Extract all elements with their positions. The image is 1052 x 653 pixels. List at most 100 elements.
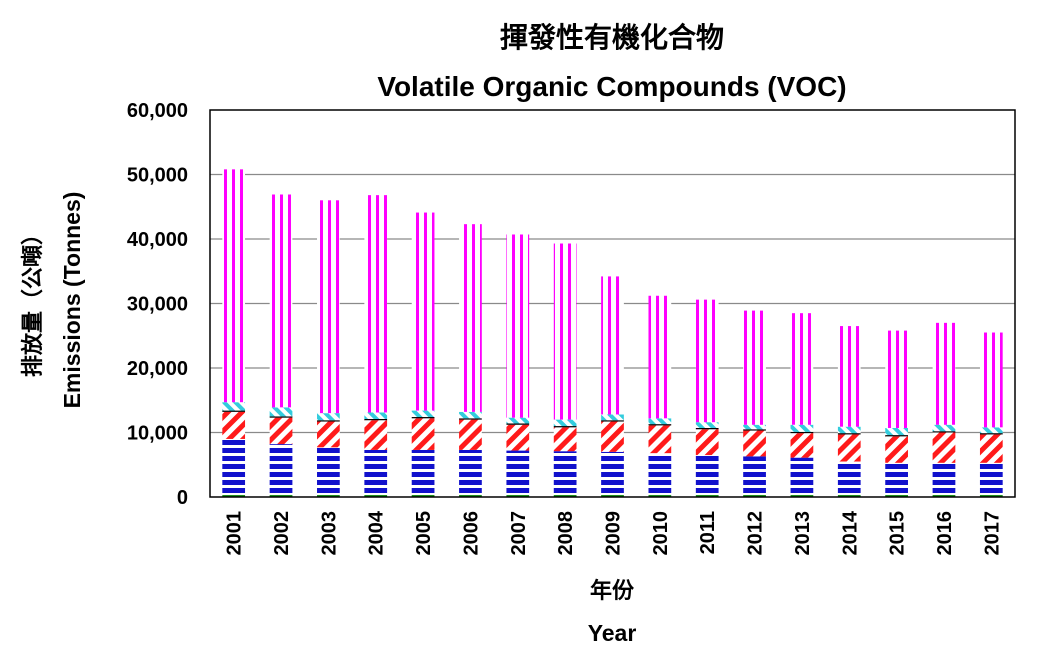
x-tick-label: 2010 bbox=[650, 511, 672, 556]
bar-segment bbox=[885, 435, 908, 437]
bar-segment bbox=[648, 295, 672, 419]
bar-segment bbox=[222, 438, 246, 496]
bar-segment bbox=[885, 436, 908, 463]
bar-segment bbox=[743, 429, 766, 431]
bar-segment bbox=[601, 451, 624, 496]
bar-segment bbox=[743, 430, 766, 457]
bars bbox=[222, 169, 1003, 497]
x-tick-label: 2017 bbox=[981, 511, 1003, 556]
bar-segment bbox=[506, 424, 530, 451]
bar-segment bbox=[364, 195, 388, 413]
bar-segment bbox=[648, 495, 672, 497]
bar-segment bbox=[553, 243, 577, 420]
bar-segment bbox=[317, 495, 340, 497]
bar-segment bbox=[459, 419, 482, 450]
x-tick-label: 2003 bbox=[318, 511, 340, 556]
bar-segment bbox=[269, 416, 293, 418]
bar-segment bbox=[269, 407, 293, 417]
bar-segment bbox=[885, 330, 908, 428]
y-tick-label: 10,000 bbox=[127, 423, 188, 445]
x-tick-label: 2008 bbox=[555, 511, 577, 556]
bar-segment bbox=[222, 402, 246, 411]
bar-segment bbox=[317, 447, 340, 496]
bar-segment bbox=[222, 411, 246, 439]
bar-segment bbox=[979, 462, 1003, 496]
bar-segment bbox=[601, 421, 624, 452]
bar-segment bbox=[459, 224, 482, 412]
bar-segment bbox=[648, 425, 672, 454]
bar-segment bbox=[790, 433, 814, 458]
bar-segment bbox=[459, 495, 482, 497]
bar-segment bbox=[790, 313, 814, 425]
bar-segment bbox=[601, 420, 624, 422]
bar-segment bbox=[790, 431, 814, 434]
plot-area bbox=[209, 109, 1016, 498]
bar-segment bbox=[695, 427, 719, 430]
bar-segment bbox=[459, 418, 482, 420]
bar-segment bbox=[837, 461, 861, 496]
bar-segment bbox=[364, 420, 388, 450]
bar-segment bbox=[932, 495, 956, 497]
bar-segment bbox=[317, 413, 340, 421]
bar-segment bbox=[932, 432, 956, 463]
bar-segment bbox=[932, 424, 956, 432]
bar-segment bbox=[648, 424, 672, 426]
bar-segment bbox=[695, 455, 719, 496]
bar-segment bbox=[837, 433, 861, 435]
bar-segment bbox=[932, 431, 956, 433]
x-axis-ticks: 2001 2002 2003 2004 2005 2006 2007 2008 2009 2010… bbox=[224, 510, 1004, 555]
bar-segment bbox=[506, 234, 530, 418]
bar-segment bbox=[506, 495, 530, 497]
bar-segment bbox=[932, 462, 956, 496]
bar-segment bbox=[506, 450, 530, 496]
bar-segment bbox=[553, 495, 577, 497]
bar-segment bbox=[601, 495, 624, 497]
bar-segment bbox=[885, 462, 908, 496]
y-tick-label: 40,000 bbox=[127, 229, 188, 251]
bar-segment bbox=[364, 418, 388, 421]
bar-segment bbox=[837, 326, 861, 427]
bar-segment bbox=[411, 410, 435, 418]
x-tick-label: 2014 bbox=[839, 510, 861, 555]
chart-subtitle: Volatile Organic Compounds (VOC) bbox=[377, 71, 846, 102]
bar-segment bbox=[317, 420, 340, 422]
bar-segment bbox=[979, 427, 1003, 434]
bar-segment bbox=[695, 299, 719, 423]
bar-segment bbox=[411, 418, 435, 450]
bar-segment bbox=[506, 417, 530, 424]
bar-segment bbox=[648, 453, 672, 496]
bar-segment bbox=[317, 421, 340, 448]
bar-segment bbox=[837, 495, 861, 497]
bar-segment bbox=[979, 495, 1003, 497]
bar-segment bbox=[269, 194, 293, 408]
x-tick-label: 2005 bbox=[413, 511, 435, 556]
bar-segment bbox=[601, 276, 624, 415]
bar-segment bbox=[553, 451, 577, 496]
bar-segment bbox=[743, 495, 766, 497]
bar-segment bbox=[222, 410, 246, 412]
x-tick-label: 2016 bbox=[934, 511, 956, 556]
bar-segment bbox=[269, 444, 293, 496]
bar-segment bbox=[553, 419, 577, 427]
x-tick-label: 2013 bbox=[792, 511, 814, 556]
bar-segment bbox=[695, 422, 719, 428]
y-axis-label-en: Emissions (Tonnes) bbox=[59, 192, 85, 409]
bar-segment bbox=[317, 200, 340, 414]
bar-segment bbox=[743, 456, 766, 496]
bar-segment bbox=[553, 427, 577, 452]
bar-segment bbox=[885, 427, 908, 436]
bar-segment bbox=[364, 412, 388, 419]
x-tick-label: 2009 bbox=[603, 511, 625, 556]
bar-segment bbox=[459, 411, 482, 419]
bar-segment bbox=[979, 332, 1003, 428]
x-tick-label: 2011 bbox=[697, 511, 719, 554]
bar-segment bbox=[506, 423, 530, 425]
bar-segment bbox=[743, 310, 766, 425]
bar-segment bbox=[553, 426, 577, 428]
bar-segment bbox=[695, 495, 719, 497]
bar-segment bbox=[459, 449, 482, 496]
x-tick-label: 2006 bbox=[460, 511, 482, 556]
x-axis-label-en: Year bbox=[588, 620, 637, 646]
bar-segment bbox=[269, 417, 293, 445]
